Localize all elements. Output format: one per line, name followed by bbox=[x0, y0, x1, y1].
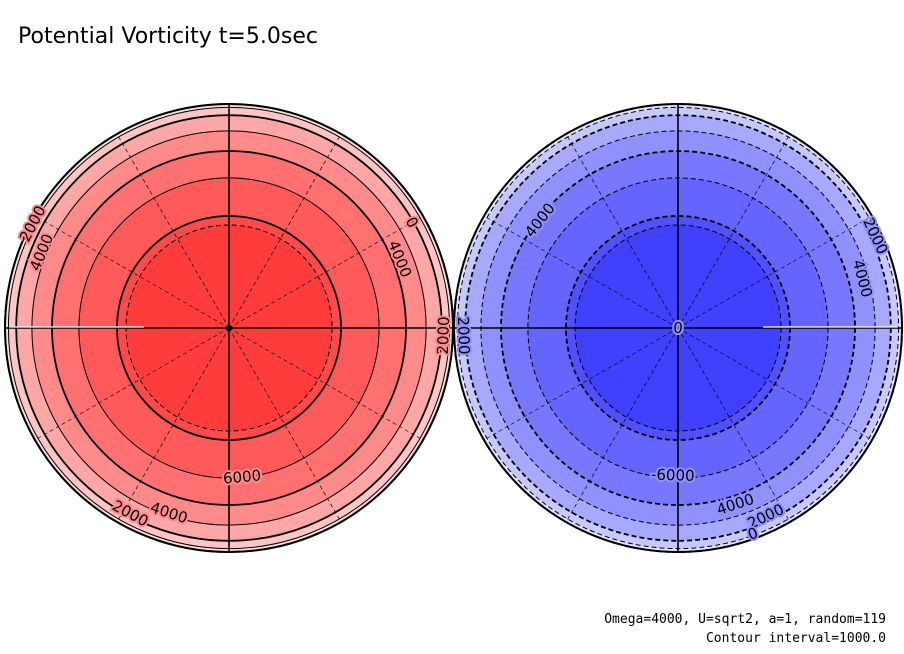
meridian-line bbox=[228, 327, 424, 441]
meridian-line bbox=[228, 133, 342, 329]
meridian-line bbox=[116, 133, 230, 329]
meridian-line bbox=[228, 215, 424, 329]
plot-border bbox=[453, 103, 903, 553]
meridian-line bbox=[116, 327, 230, 523]
contour-label: 6000 bbox=[222, 466, 262, 487]
contour-label: 0 bbox=[673, 319, 684, 338]
chart-title: Potential Vorticity t=5.0sec bbox=[18, 24, 318, 49]
pole-marker bbox=[226, 325, 232, 331]
parameters-text: Omega=4000, U=sqrt2, a=1, random=119 bbox=[604, 612, 886, 627]
meridian-line bbox=[34, 327, 230, 441]
meridian-line bbox=[483, 215, 679, 329]
contour-label: -6000 bbox=[651, 465, 695, 485]
meridian-line bbox=[565, 327, 679, 523]
contour-label: 2000 bbox=[434, 316, 453, 355]
contour-interval-text: Contour interval=1000.0 bbox=[705, 631, 886, 646]
pole-marker bbox=[675, 325, 681, 331]
contour-label: 2000 bbox=[454, 316, 473, 355]
meridian-line bbox=[228, 327, 342, 523]
meridian-line bbox=[565, 133, 679, 329]
meridian-line bbox=[34, 215, 230, 329]
meridian-line bbox=[677, 327, 791, 523]
meridian-line bbox=[677, 133, 791, 329]
meridian-line bbox=[677, 327, 873, 441]
meridian-line bbox=[483, 327, 679, 441]
meridian-line bbox=[677, 215, 873, 329]
